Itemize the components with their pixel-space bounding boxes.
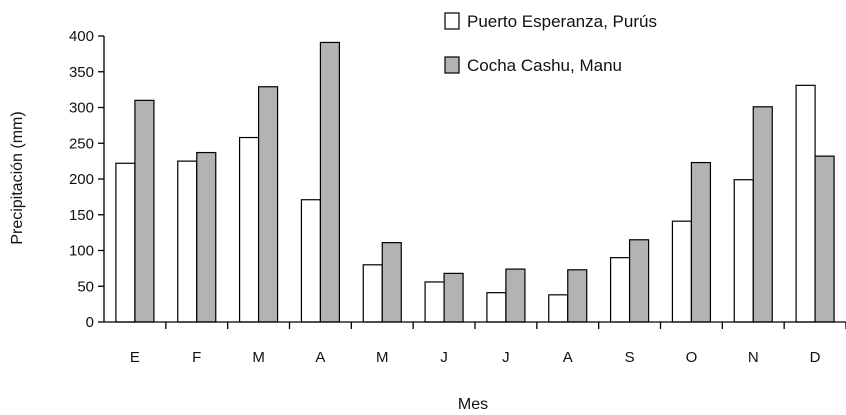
bar-cocha-cashu	[752, 106, 773, 323]
bar-cocha-cashu	[567, 269, 588, 323]
bar-cocha-cashu	[505, 268, 526, 323]
legend: Puerto Esperanza, Purús Cocha Cashu, Manu	[444, 12, 657, 75]
bar-cocha-cashu	[690, 161, 712, 323]
bar-puerto-esperanza	[486, 292, 507, 323]
bar-puerto-esperanza	[177, 160, 198, 323]
bar-puerto-esperanza	[609, 257, 631, 323]
bar-puerto-esperanza	[362, 264, 383, 323]
bar-cocha-cashu	[814, 155, 835, 323]
legend-label: Cocha Cashu, Manu	[467, 56, 622, 75]
bar-puerto-esperanza	[424, 281, 445, 323]
x-tick-label: D	[810, 349, 821, 366]
x-tick-label: A	[563, 349, 573, 366]
x-tick-label: S	[625, 349, 635, 366]
y-tick-label: 0	[86, 314, 94, 331]
y-tick-label: 300	[69, 100, 94, 117]
bar-puerto-esperanza	[795, 84, 816, 323]
bar-puerto-esperanza	[733, 179, 754, 323]
bar-puerto-esperanza	[548, 294, 569, 323]
legend-swatch	[444, 56, 460, 74]
x-axis-title: Mes	[458, 396, 488, 413]
x-tick-label: N	[748, 349, 759, 366]
x-tick-label: M	[376, 349, 389, 366]
x-tick-label: M	[252, 349, 265, 366]
x-tick-label: O	[686, 349, 698, 366]
x-tick-label: J	[440, 349, 448, 366]
bar-puerto-esperanza	[115, 162, 136, 323]
bar-cocha-cashu	[196, 151, 217, 323]
bar-cocha-cashu	[628, 239, 650, 323]
bar-cocha-cashu	[134, 99, 155, 323]
bar-cocha-cashu	[443, 272, 464, 323]
bars	[115, 41, 835, 323]
x-tick-label: J	[502, 349, 510, 366]
y-tick-label: 350	[69, 64, 94, 81]
x-tick-label: E	[130, 349, 140, 366]
bar-cocha-cashu	[381, 242, 402, 323]
bar-puerto-esperanza	[671, 220, 693, 323]
y-axis: 0 50 100 150 200 250 300 350 400	[69, 28, 105, 331]
y-axis-title: Precipitación (mm)	[9, 111, 26, 244]
y-tick-label: 150	[69, 207, 94, 224]
bar-puerto-esperanza	[300, 199, 322, 323]
x-tick-label: F	[192, 349, 201, 366]
bar-cocha-cashu	[257, 86, 279, 323]
bar-puerto-esperanza	[238, 136, 260, 323]
y-tick-label: 250	[69, 135, 94, 152]
legend-swatch	[444, 12, 460, 30]
bar-cocha-cashu	[319, 41, 341, 323]
y-tick-label: 400	[69, 28, 94, 45]
x-tick-label: A	[315, 349, 325, 366]
legend-label: Puerto Esperanza, Purús	[467, 12, 657, 31]
y-tick-label: 100	[69, 243, 94, 260]
y-tick-label: 200	[69, 171, 94, 188]
y-tick-label: 50	[77, 278, 94, 295]
